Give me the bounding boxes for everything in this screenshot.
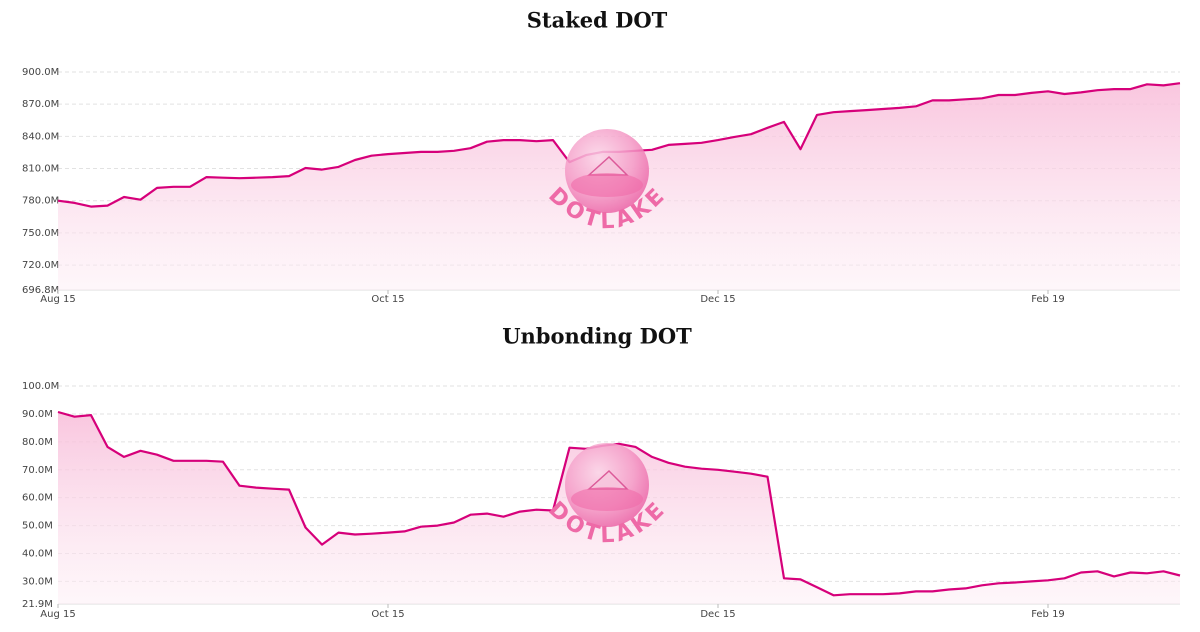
x-tick-label: Oct 15 [371,609,404,620]
y-tick-label: 80.0M [22,437,53,448]
area-line [57,410,1181,597]
y-tick-label: 900.0M [22,67,59,78]
x-tick-label: Feb 19 [1031,609,1065,620]
y-tick-label: 90.0M [22,409,53,420]
y-tick-label: 60.0M [22,493,53,504]
chart-title: Unbonding DOT [502,324,692,349]
x-tick-label: Aug 15 [40,294,75,305]
y-tick-label: 840.0M [22,131,59,142]
y-tick-label: 70.0M [22,465,53,476]
x-tick-label: Feb 19 [1031,294,1065,305]
x-tick-label: Dec 15 [700,609,735,620]
chart-title: Staked DOT [527,8,668,33]
y-tick-label: 870.0M [22,99,59,110]
chart: Unbonding DOT 21.9M 30.0M 40.0M 50.0M 60.0M 70… [22,324,1181,620]
y-tick-label: 100.0M [22,381,59,392]
y-tick-label: 40.0M [22,548,53,559]
y-tick-label: 30.0M [22,576,53,587]
x-tick-label: Dec 15 [700,294,735,305]
x-tick-label: Aug 15 [40,609,75,620]
y-tick-label: 810.0M [22,164,59,175]
chart: Staked DOT 696.8M 720.0M 750.0M 780.0M 810.0M… [22,8,1181,305]
watermark-water [571,173,643,197]
y-tick-label: 50.0M [22,521,53,532]
y-tick-label: 750.0M [22,228,59,239]
y-tick-label: 780.0M [22,196,59,207]
y-tick-label: 21.9M [22,599,53,610]
watermark-water [571,487,643,511]
y-tick-label: 720.0M [22,260,59,271]
x-tick-label: Oct 15 [371,294,404,305]
y-tick-label: 696.8M [22,285,59,296]
